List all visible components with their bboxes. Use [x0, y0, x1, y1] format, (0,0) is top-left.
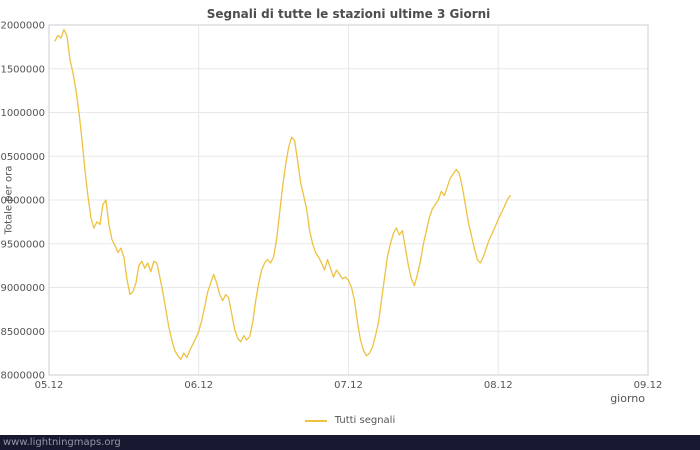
y-tick-label: 9000000 — [0, 283, 45, 294]
x-tick-label: 07.12 — [334, 380, 363, 391]
x-tick-label: 05.12 — [35, 380, 64, 391]
y-tick-label: 12000000 — [0, 21, 45, 32]
y-tick-label: 8000000 — [0, 371, 45, 382]
chart-title: Segnali di tutte le stazioni ultime 3 Gi… — [206, 7, 491, 21]
x-axis-label: giorno — [610, 392, 645, 405]
y-tick-label: 11500000 — [0, 64, 45, 75]
series-line — [54, 28, 511, 360]
footer-link[interactable]: www.lightningmaps.org — [3, 437, 121, 448]
y-tick-label: 11000000 — [0, 108, 45, 119]
y-tick-label: 9500000 — [0, 239, 45, 250]
x-tick-label: 09.12 — [634, 380, 663, 391]
legend-line-swatch — [304, 419, 327, 422]
footer-bar: www.lightningmaps.org — [0, 435, 700, 450]
y-tick-label: 8500000 — [0, 327, 45, 338]
plot-border — [48, 24, 649, 376]
y-tick-label: 10500000 — [0, 152, 45, 163]
legend: Tutti segnali — [0, 415, 700, 426]
x-tick-label: 06.12 — [184, 380, 213, 391]
y-tick-label: 10000000 — [0, 196, 45, 207]
x-tick-label: 08.12 — [484, 380, 513, 391]
legend-label: Tutti segnali — [334, 415, 396, 426]
